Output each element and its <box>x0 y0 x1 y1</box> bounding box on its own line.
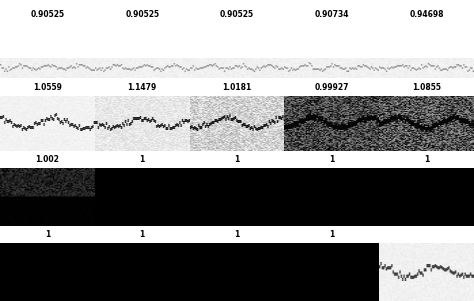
Text: 0.90525: 0.90525 <box>125 10 159 19</box>
Text: 0.90734: 0.90734 <box>315 10 349 19</box>
Text: 1: 1 <box>424 155 429 164</box>
Text: 1.1479: 1.1479 <box>128 83 157 92</box>
Text: 0.99927: 0.99927 <box>315 83 349 92</box>
Text: 1.0855: 1.0855 <box>412 83 441 92</box>
Text: 1.0181: 1.0181 <box>222 83 252 92</box>
Text: 1: 1 <box>234 230 240 239</box>
Text: 1.002: 1.002 <box>36 155 59 164</box>
Text: 1: 1 <box>234 155 240 164</box>
Text: 1: 1 <box>329 155 335 164</box>
Text: 0.94698: 0.94698 <box>410 10 444 19</box>
Text: 0.90525: 0.90525 <box>220 10 254 19</box>
Text: 1: 1 <box>139 230 145 239</box>
Text: 0.90525: 0.90525 <box>30 10 64 19</box>
Text: 1: 1 <box>139 155 145 164</box>
Text: 1: 1 <box>329 230 335 239</box>
Text: 1: 1 <box>45 230 50 239</box>
Text: 1.0559: 1.0559 <box>33 83 62 92</box>
